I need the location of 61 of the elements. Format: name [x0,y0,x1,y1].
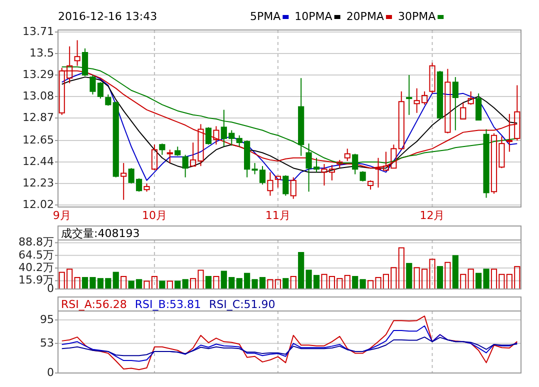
y-tick-label: 12.65 [22,133,54,147]
bar [290,276,296,290]
x-tick-label: 10月 [142,209,167,222]
x-tick-label: 12月 [420,209,445,222]
y-tick-label: 12.23 [22,176,54,190]
x-tick-label: 9月 [52,209,71,222]
bar [282,278,289,290]
bar [120,276,127,290]
y-tick-label: 88.8万 [18,236,54,249]
bar [452,255,458,290]
bar [166,280,173,290]
y-tick-label: 13.71 [22,25,54,38]
y-tick-label: 64.5万 [18,248,54,262]
y-tick-label: 13.5 [30,46,54,60]
chart-title: 2016-12-16 13:43 [58,10,158,24]
candlestick [74,40,80,66]
bar [174,280,181,290]
bar [213,276,220,290]
line-series [61,336,518,356]
candlestick [506,113,512,152]
candlestick [120,162,127,200]
bar [468,268,474,290]
line-series [61,325,518,362]
candlestick [166,149,173,164]
legend-label: 20PMA [346,10,384,24]
candlestick [406,74,412,116]
bar [460,274,466,290]
candlestick [298,78,304,156]
y-tick-label: 12.02 [22,198,54,211]
bar [436,266,444,290]
chart-title: 成交量:408193 [61,227,140,240]
y-tick-label: 0 [47,366,54,380]
y-tick-label: 12.87 [22,110,54,124]
x-tick-label: 11月 [265,209,290,222]
candlestick [452,76,458,131]
legend-label: 30PMA [398,10,436,24]
bar [182,279,188,290]
text: RSI_B:53.81 [134,298,202,312]
bar [112,272,119,290]
y-tick-label: 53 [40,336,54,350]
candlestick [267,172,274,196]
y-tick-label: 95 [40,312,54,326]
bar [352,276,358,290]
y-tick-label: 0 [47,282,54,296]
y-tick-label: 13.08 [22,90,54,103]
y-tick-label: 13.29 [22,68,54,82]
candlestick [213,126,220,146]
text: RSI_C:51.90 [209,298,276,312]
line-series [61,316,518,370]
bar [159,280,166,290]
bar [406,262,412,290]
text: RSI_A:56.28 [61,298,127,312]
bar [398,247,404,290]
y-tick-label: 40.2万 [18,261,54,274]
legend-label: 10PMA [294,10,333,24]
bar [444,262,451,290]
legend-label: 5PMA [250,10,282,24]
bar [344,274,350,290]
y-tick-label: 12.44 [22,154,54,168]
bar [205,276,212,290]
bar [360,279,366,290]
